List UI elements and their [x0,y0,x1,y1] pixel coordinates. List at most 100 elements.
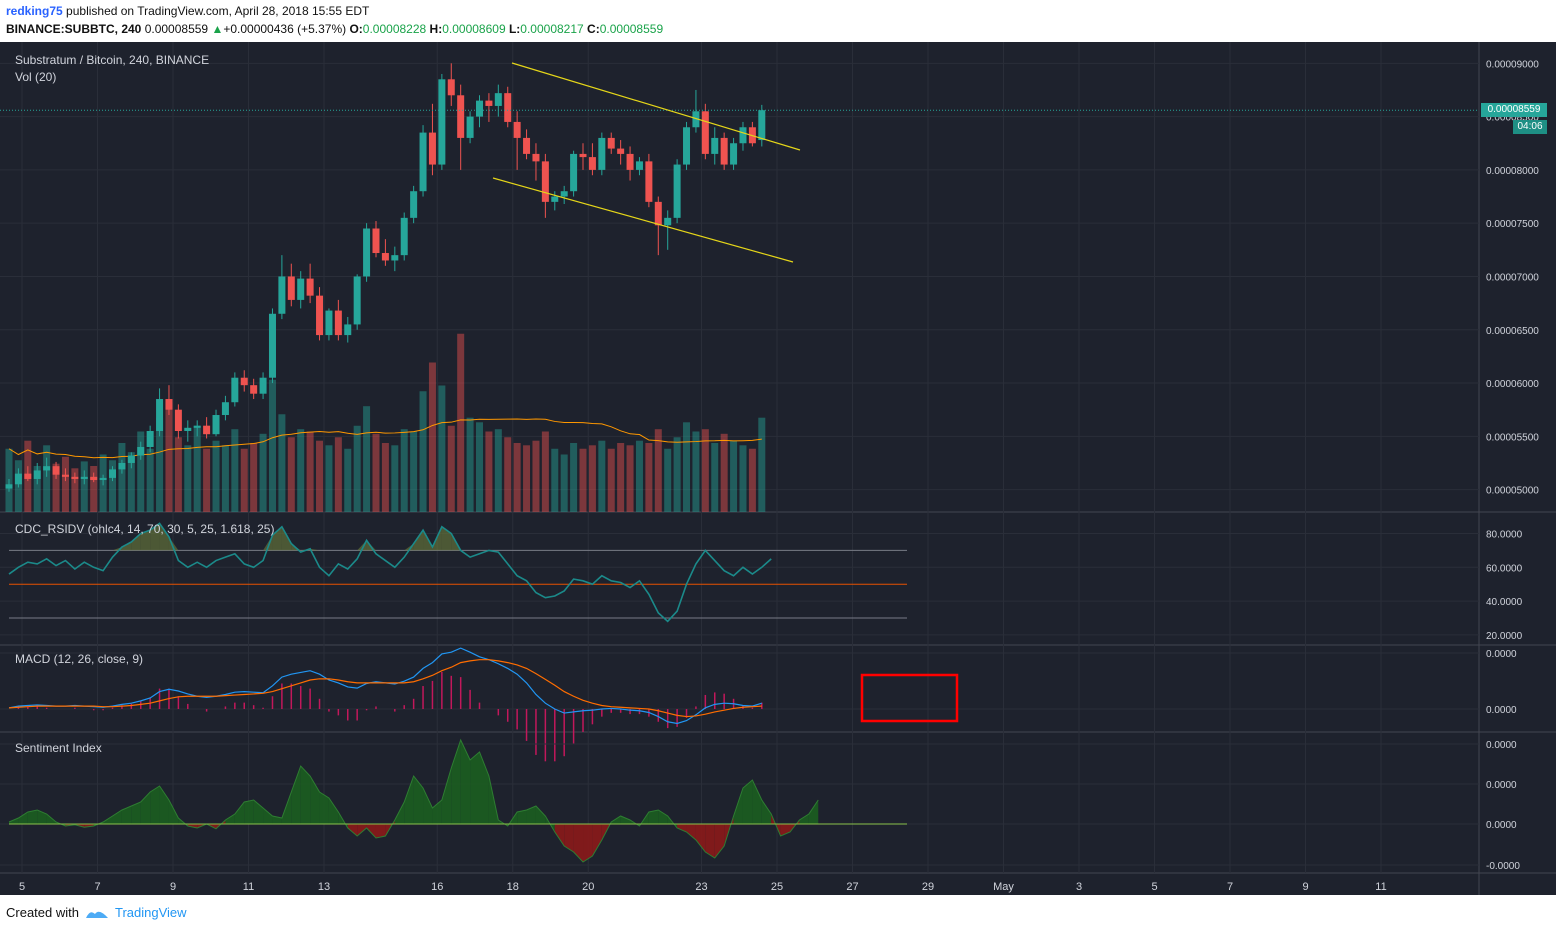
candle-body [287,276,295,300]
volume-bar [316,440,324,512]
candle-body [523,137,531,154]
volume-bar [485,431,493,512]
price-tick-label: 0.00007000 [1486,272,1539,283]
sentiment-area [413,776,424,824]
candle-body [410,191,418,218]
channel-lower-line [492,177,794,263]
tradingview-link[interactable]: TradingView [114,905,187,920]
candle-body [240,377,248,386]
rsi-tick-label: 80.0000 [1486,530,1523,541]
volume-bar [654,429,662,512]
candle-body [692,111,700,128]
candle-body [99,477,107,481]
highlight-box [860,673,959,723]
candle-body [701,111,709,154]
candle-body [221,402,229,416]
volume-bar [381,443,389,512]
candle-body [654,201,662,226]
volume-bar [494,429,502,512]
candle-body [532,153,540,162]
created-with-text: Created with [6,905,79,920]
volume-bar [146,448,154,512]
sentiment-area [733,788,743,824]
sentiment-area [564,824,574,852]
open-value: 0.00008228 [362,22,427,36]
candle-body [504,93,512,122]
rsi-tick-label: 20.0000 [1486,631,1523,642]
volume-bar [109,460,117,512]
chart-area[interactable]: 5 7 9 11 13 16 18 20 23 25 27 29 May 3 5 7 9 11 0.00009000… [0,42,1556,895]
volume-bar [758,417,766,512]
candle-body [61,474,69,477]
sentiment-area [423,788,433,824]
symbol-label: BINANCE:SUBBTC, 240 [6,22,142,36]
volume-bar [391,445,399,512]
candle-body [344,324,352,336]
price-tick-label: 0.00005500 [1486,432,1539,443]
volume-bar [739,445,747,512]
candle-body [579,153,587,158]
candle-body [212,415,220,435]
volume-bar [683,422,691,512]
candle-body [14,473,22,485]
candle-body [607,137,615,149]
macd-signal-line [8,659,762,718]
macd-tick-label: 0.0000 [1486,705,1517,716]
volume-bar [532,440,540,512]
candle-body [146,431,154,447]
candle-body [673,164,681,218]
sentiment-area [441,768,452,824]
candle-body [428,132,436,165]
volume-bar [61,456,69,512]
sentiment-tick-label: 0.0000 [1486,780,1517,791]
published-text: published on TradingView.com, April 28, … [66,4,370,18]
volume-bar [334,437,342,512]
volume-bar [118,443,126,512]
candle-body [80,476,88,479]
time-tick-label: May [993,881,1014,893]
sentiment-area [291,766,301,824]
candle-body [476,100,483,117]
candle-body [306,278,314,296]
chart-svg[interactable]: 5 7 9 11 13 16 18 20 23 25 27 29 May 3 5 7 9 11 0.00009000… [0,42,1556,895]
volume-bar [504,437,512,512]
candle-body [626,153,634,170]
sentiment-area [432,800,442,824]
time-tick-label: 29 [922,881,934,893]
sentiment-area [300,766,311,824]
countdown-tag: 04:06 [1513,120,1547,134]
volume-bar [476,422,483,512]
sentiment-area [234,802,245,824]
rsi-overbought-fill [310,548,320,551]
sentiment-area [366,824,376,838]
volume-bar [137,431,145,512]
price-tick-label: 0.00006500 [1486,326,1539,337]
sentiment-area [263,808,273,824]
candle-body [174,409,182,432]
volume-bar [268,379,276,512]
candle-body [720,137,728,165]
volume-pane-title: Vol (20) [15,70,57,84]
candle-body [33,470,41,479]
sentiment-area [150,786,160,824]
sentiment-area [375,824,386,838]
sentiment-area [592,824,602,856]
candle-body [758,110,766,141]
sentiment-area [686,824,696,840]
price-tick-label: 0.00008000 [1486,166,1539,177]
sentiment-area [583,824,593,862]
high-value: 0.00008609 [442,22,506,36]
candle-body [560,191,568,197]
time-tick-label: 13 [318,881,330,893]
volume-bar [306,431,314,512]
sentiment-area [281,792,292,824]
sentiment-area [470,752,480,824]
volume-bar [570,443,578,512]
volume-bar [344,448,352,512]
volume-bar [626,445,634,512]
volume-bar [551,448,559,512]
author-link[interactable]: redking75 [6,4,63,18]
volume-bar [645,443,653,512]
candle-body [645,161,653,202]
volume-bar [325,445,333,512]
